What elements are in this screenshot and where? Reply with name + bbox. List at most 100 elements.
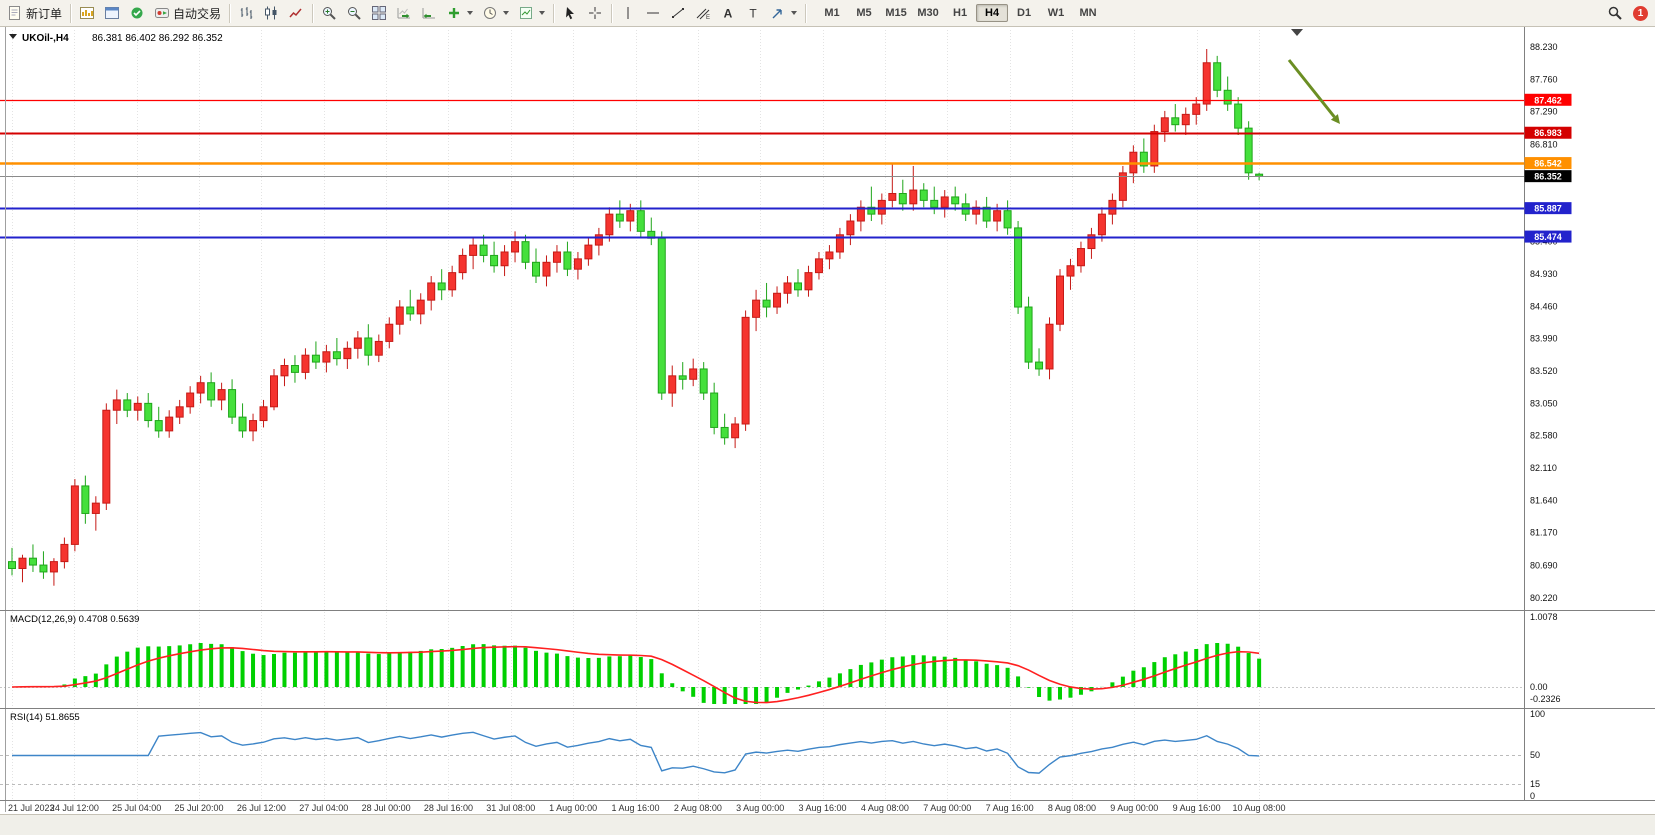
shapes-button[interactable] xyxy=(766,3,801,24)
bull-candle xyxy=(280,365,289,377)
bear-candle xyxy=(406,306,415,315)
templates-button[interactable] xyxy=(514,3,549,24)
time-axis-label: 3 Aug 00:00 xyxy=(736,803,784,813)
line-chart-button[interactable] xyxy=(284,3,308,24)
timeframe-mn-button[interactable]: MN xyxy=(1079,7,1097,19)
chart-profiles-button[interactable] xyxy=(100,3,124,24)
bear-candle xyxy=(1234,103,1243,129)
bear-candle xyxy=(1014,227,1023,308)
vertical-line-button[interactable] xyxy=(616,3,640,24)
crosshair-button[interactable] xyxy=(583,3,607,24)
search-button[interactable] xyxy=(1603,3,1627,24)
timeframe-m15-button[interactable]: M15 xyxy=(885,7,907,19)
price-axis-label: 81.640 xyxy=(1530,495,1558,505)
bear-candle xyxy=(490,254,499,267)
bull-candle xyxy=(689,368,698,380)
bear-candle xyxy=(657,237,666,394)
chart-shift-marker-icon[interactable] xyxy=(1291,29,1303,36)
timeframe-d1-button[interactable]: D1 xyxy=(1017,7,1032,19)
bear-candle xyxy=(898,192,907,205)
bull-candle xyxy=(1056,275,1064,325)
horizontal-level-lines[interactable] xyxy=(0,99,1524,239)
cursor-button[interactable] xyxy=(558,3,582,24)
indicators-button[interactable] xyxy=(442,3,477,24)
bear-candle xyxy=(144,402,153,422)
text-button[interactable]: A xyxy=(716,3,740,24)
bull-candle xyxy=(846,220,855,236)
price-chart[interactable]: 88.23087.76087.29086.81086.34085.87085.4… xyxy=(0,27,1655,835)
chart-window[interactable]: 88.23087.76087.29086.81086.34085.87085.4… xyxy=(0,27,1655,835)
price-axis-label: 83.050 xyxy=(1530,398,1558,408)
bear-candle xyxy=(364,337,373,356)
time-axis-label: 24 Jul 12:00 xyxy=(50,803,99,813)
new-chart-icon xyxy=(80,7,95,19)
periods-button[interactable] xyxy=(478,3,513,24)
bull-candle xyxy=(626,210,635,222)
axis-layer: 88.23087.76087.29086.81086.34085.87085.4… xyxy=(0,27,1655,835)
text-tool-icon: A xyxy=(724,7,733,21)
annotations-layer[interactable] xyxy=(1287,59,1340,124)
bull-candle xyxy=(1192,103,1201,115)
autotrading-button[interactable]: 自动交易 xyxy=(150,3,225,24)
auto-scroll-button[interactable] xyxy=(392,3,416,24)
price-axis-label: 86.810 xyxy=(1530,140,1558,150)
candlestick-chart-button[interactable] xyxy=(259,3,283,24)
bull-candle xyxy=(500,251,509,267)
bull-candle xyxy=(814,258,823,274)
price-tag: 87.462 xyxy=(1524,93,1572,106)
bull-candle xyxy=(835,234,844,253)
chevron-down-icon xyxy=(467,11,474,15)
trendline-button[interactable] xyxy=(666,3,690,24)
bull-candle xyxy=(469,244,478,256)
timeframe-h1-button[interactable]: H1 xyxy=(953,7,968,19)
timeframe-m30-button[interactable]: M30 xyxy=(917,7,939,19)
bull-candle xyxy=(196,382,205,394)
macd-axis-label: 1.0078 xyxy=(1530,612,1558,622)
bar-chart-button[interactable] xyxy=(234,3,258,24)
bull-candle xyxy=(458,254,467,274)
time-axis-label: 28 Jul 00:00 xyxy=(362,803,411,813)
bear-candle xyxy=(867,206,876,215)
bull-candle xyxy=(668,375,677,394)
bear-candle xyxy=(720,426,729,439)
bull-candle xyxy=(940,196,949,208)
notification-badge[interactable]: 1 xyxy=(1633,5,1648,21)
bull-candle xyxy=(259,406,268,422)
bull-candle xyxy=(217,389,226,401)
bull-candle xyxy=(49,561,58,573)
bull-candle xyxy=(1097,213,1106,236)
new-chart-button[interactable] xyxy=(75,3,99,24)
timeframe-h4-button[interactable]: H4 xyxy=(976,4,1009,22)
horizontal-line-button[interactable] xyxy=(641,3,665,24)
time-axis-label: 2 Aug 08:00 xyxy=(674,803,722,813)
tile-windows-button[interactable] xyxy=(367,3,391,24)
price-tag: 85.474 xyxy=(1524,230,1572,243)
timeframe-m5-button[interactable]: M5 xyxy=(856,7,872,19)
bull-candle xyxy=(353,337,362,349)
bull-candle xyxy=(186,392,195,408)
toolbar-right-group: 1 xyxy=(1603,3,1652,24)
bull-candle xyxy=(385,323,394,342)
terminal-button[interactable] xyxy=(125,3,149,24)
bull-candle xyxy=(783,282,792,294)
autotrading-label: 自动交易 xyxy=(173,6,222,21)
bull-candle xyxy=(909,189,918,205)
bull-candle xyxy=(374,340,383,356)
zoom-in-button[interactable] xyxy=(317,3,341,24)
channel-button[interactable]: E xyxy=(691,3,715,24)
zoom-out-button[interactable] xyxy=(342,3,366,24)
text-label-button[interactable]: T xyxy=(741,3,765,24)
bull-candle xyxy=(741,316,750,425)
time-axis-label: 10 Aug 08:00 xyxy=(1232,803,1285,813)
line-chart-icon xyxy=(289,8,302,18)
time-axis-label: 9 Aug 00:00 xyxy=(1110,803,1158,813)
bull-candle xyxy=(856,206,865,222)
timeframe-m1-button[interactable]: M1 xyxy=(824,7,840,19)
timeframe-w1-button[interactable]: W1 xyxy=(1047,7,1065,19)
bull-candle xyxy=(1150,131,1159,167)
drawn-arrow-line[interactable] xyxy=(1287,59,1336,118)
chart-shift-button[interactable] xyxy=(417,3,441,24)
new-order-button[interactable]: 新订单 xyxy=(3,3,66,24)
price-axis-label: 84.460 xyxy=(1530,301,1558,311)
symbol-dropdown-icon[interactable] xyxy=(9,34,17,39)
